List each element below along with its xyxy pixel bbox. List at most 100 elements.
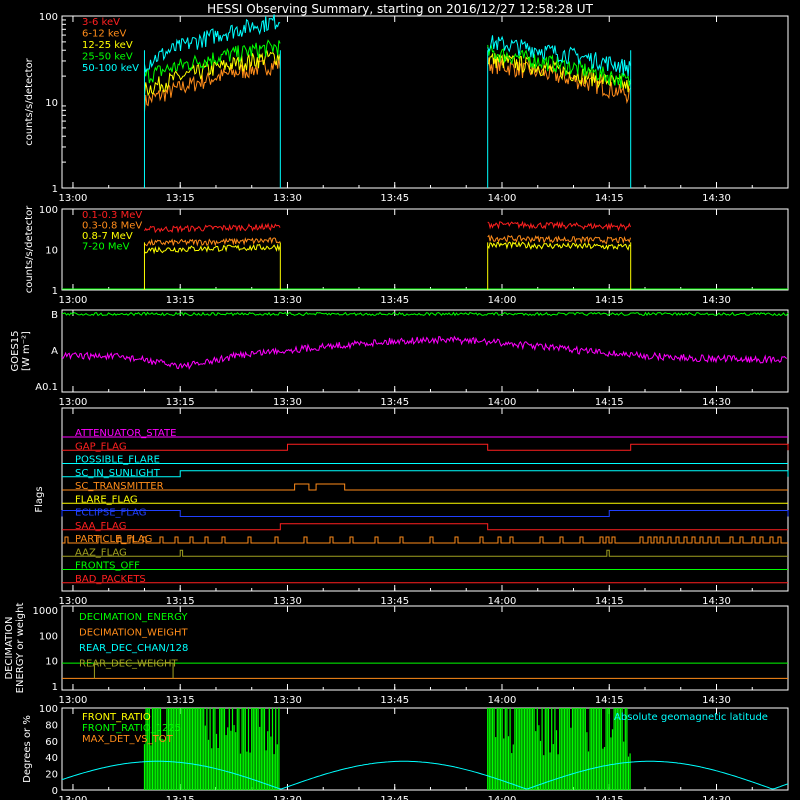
series-line xyxy=(61,335,788,370)
y-axis-label: DECIMATION ENERGY or weight xyxy=(4,603,26,694)
flag-trace xyxy=(62,536,788,544)
x-tick-label: 13:30 xyxy=(273,193,302,204)
x-tick-label: 13:15 xyxy=(166,695,195,706)
x-tick-label: 14:15 xyxy=(595,596,624,607)
goes-panel: 13:00 13:15 13:30 13:45 14:00 14:15 14:30 B A A0.… xyxy=(10,309,789,408)
x-tick-label: 14:00 xyxy=(488,193,517,204)
series-line xyxy=(487,44,631,89)
x-tick-label: 14:15 xyxy=(595,795,624,800)
x-tick-label: 14:15 xyxy=(595,193,624,204)
x-tick-label: 13:15 xyxy=(166,596,195,607)
x-tick-label: 13:00 xyxy=(59,397,88,408)
y-tick-label: 100 xyxy=(39,205,58,216)
series-line xyxy=(487,234,631,245)
y-tick-label: 100 xyxy=(39,12,58,23)
series-line xyxy=(144,237,281,247)
legend-entry: 50-100 keV xyxy=(82,63,139,74)
y-tick-label: 10 xyxy=(45,98,58,109)
flag-trace xyxy=(62,443,789,451)
x-tick-label: 14:00 xyxy=(488,695,517,706)
x-tick-label: 13:00 xyxy=(59,795,88,800)
legend-entry: REAR_DEC_CHAN/128 xyxy=(79,643,188,654)
x-tick-label: 13:45 xyxy=(380,295,409,306)
x-tick-label: 13:15 xyxy=(166,397,195,408)
flag-label: PARTICLE_FLAG xyxy=(75,534,152,545)
y-tick-label: 0 xyxy=(52,786,58,797)
x-tick-label: 13:45 xyxy=(380,193,409,204)
y-label-line: Flags xyxy=(34,486,45,512)
legend-entry: 6-12 keV xyxy=(82,29,126,40)
series-line xyxy=(93,662,174,679)
legend-entry: 0.8-7 MeV xyxy=(82,231,133,242)
series-line xyxy=(487,240,631,251)
flag-label: ECLIPSE_FLAG xyxy=(75,508,146,519)
flag-label: POSSIBLE_FLARE xyxy=(75,455,160,466)
x-tick-label: 13:30 xyxy=(273,295,302,306)
x-tick-label: 13:15 xyxy=(166,295,195,306)
flag-trace xyxy=(62,523,788,531)
y-tick-label: 1 xyxy=(52,286,58,297)
y-axis-label: counts/s/detector xyxy=(24,57,35,145)
x-tick-label: 14:00 xyxy=(488,795,517,800)
high-energy-panel: 13:00 13:15 13:30 13:45 14:00 14:15 14:30 1 10 10… xyxy=(24,205,789,306)
x-tick-label: 13:00 xyxy=(59,596,88,607)
flag-label: AAZ_FLAG xyxy=(75,547,127,558)
x-tick-label: 13:45 xyxy=(380,397,409,408)
legend-entry: DECIMATION_WEIGHT xyxy=(79,628,188,639)
y-tick-label: 10 xyxy=(45,657,58,668)
flag-label: FLARE_FLAG xyxy=(75,494,138,505)
flag-trace xyxy=(62,470,789,478)
series-line xyxy=(144,14,281,73)
x-tick-label: 14:30 xyxy=(702,695,731,706)
series-line xyxy=(144,39,281,84)
panel-frame xyxy=(61,15,789,189)
y-label-line: ENERGY or weight xyxy=(15,603,26,694)
series-line xyxy=(487,57,631,104)
legend-entry: MAX_DET_VS_TOT xyxy=(82,734,174,745)
y-tick-label: 80 xyxy=(45,720,58,731)
y-axis-label: counts/s/detector xyxy=(24,205,35,293)
x-tick-label: 13:30 xyxy=(273,397,302,408)
flags-panel: 13:00 13:15 13:30 13:45 14:00 14:15 14:30 Flags… xyxy=(34,407,789,607)
legend-entry: 3-6 keV xyxy=(82,17,120,28)
y-tick-label: 1000 xyxy=(33,606,58,617)
legend-entry: 12-25 keV xyxy=(82,40,133,51)
x-tick-label: 14:30 xyxy=(702,397,731,408)
legend-entry: REAR_DEC_WEIGHT xyxy=(79,659,178,670)
x-tick-label: 14:30 xyxy=(702,795,731,800)
x-tick-label: 14:30 xyxy=(702,596,731,607)
y-tick-label: A xyxy=(51,346,58,357)
legend-entry: FRONT_RATIO xyxy=(82,712,151,723)
y-label-line: GOES15 xyxy=(10,330,21,371)
flag-label: BAD_PACKETS xyxy=(75,574,146,585)
x-tick-label: 13:00 xyxy=(59,295,88,306)
flag-label: ATTENUATOR_STATE xyxy=(75,428,176,439)
flag-trace xyxy=(61,510,789,517)
legend-entry: FRONT_RATIO_1225 xyxy=(82,723,181,734)
series-line xyxy=(144,57,281,112)
y-tick-label: 100 xyxy=(39,631,58,642)
flag-label: GAP_FLAG xyxy=(75,441,127,452)
flag-label: FRONTS_OFF xyxy=(75,561,140,572)
x-tick-label: 13:00 xyxy=(59,695,88,706)
series-line xyxy=(487,220,631,232)
series-line xyxy=(61,311,789,317)
y-axis-label: Degrees or % xyxy=(22,715,33,783)
x-tick-label: 13:30 xyxy=(273,596,302,607)
figure-title: HESSI Observing Summary, starting on 201… xyxy=(207,2,593,16)
series-line xyxy=(487,35,631,76)
x-tick-label: 13:45 xyxy=(380,795,409,800)
flag-label: SC_TRANSMITTER xyxy=(75,481,164,492)
flag-trace xyxy=(62,549,788,557)
y-label-line: counts/s/detector xyxy=(24,57,35,145)
flag-trace xyxy=(62,483,788,491)
y-tick-label: 10 xyxy=(45,246,58,257)
panel-frame xyxy=(61,707,789,791)
panel-frame xyxy=(61,407,789,592)
legend-entry: 7-20 MeV xyxy=(82,242,130,253)
panels: 13:00 13:15 13:30 13:45 14:00 14:15 14:30 1 10 10… xyxy=(4,12,789,800)
x-tick-label: 13:30 xyxy=(273,695,302,706)
y-tick-label: 40 xyxy=(45,753,58,764)
series-line xyxy=(144,50,281,97)
x-tick-label: 13:15 xyxy=(166,795,195,800)
